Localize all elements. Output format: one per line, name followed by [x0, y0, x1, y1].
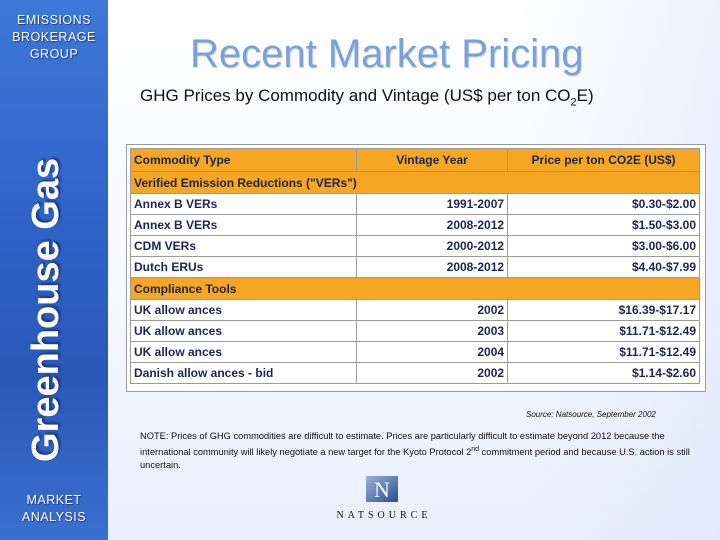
section-label-line: MARKET [26, 493, 82, 507]
section-label-vers: Verified Emission Reductions ("VERs") [130, 171, 700, 194]
table-row: Annex B VERs 2008-2012 $1.50-$3.00 [130, 214, 700, 236]
commodity-cell: UK allow ances [130, 320, 357, 342]
slide-content: Recent Market Pricing GHG Prices by Comm… [108, 0, 720, 540]
price-cell: $0.30-$2.00 [507, 193, 700, 215]
price-cell: $1.50-$3.00 [507, 214, 700, 236]
column-header-commodity: Commodity Type [130, 148, 357, 172]
column-header-vintage: Vintage Year [355, 148, 509, 172]
table-row: Annex B VERs 1991-2007 $0.30-$2.00 [130, 193, 700, 215]
section-label-line: ANALYSIS [21, 510, 87, 524]
table-header-row: Commodity Type Vintage Year Price per to… [130, 148, 700, 172]
sidebar: EMISSIONS BROKERAGE GROUP Greenhouse Gas… [0, 0, 108, 540]
vintage-cell: 1991-2007 [355, 193, 509, 215]
commodity-cell: Danish allow ances - bid [130, 362, 357, 384]
section-label: MARKET ANALYSIS [0, 492, 108, 526]
vintage-cell: 2002 [355, 362, 509, 384]
price-cell: $16.39-$17.17 [507, 299, 700, 321]
commodity-cell: UK allow ances [130, 341, 357, 363]
table-row: Dutch ERUs 2008-2012 $4.40-$7.99 [130, 256, 700, 278]
natsource-logo-icon: N [366, 476, 398, 502]
commodity-cell: Annex B VERs [130, 193, 357, 215]
vintage-cell: 2000-2012 [355, 235, 509, 257]
commodity-cell: Annex B VERs [130, 214, 357, 236]
disclaimer-note: NOTE: Prices of GHG commodities are diff… [140, 430, 700, 472]
section-row-compliance: Compliance Tools [130, 277, 700, 300]
note-text-end: commitment period and because U.S. actio… [140, 447, 690, 471]
price-table-frame: Commodity Type Vintage Year Price per to… [126, 144, 706, 392]
vintage-cell: 2003 [355, 320, 509, 342]
subtitle-text-end: E) [576, 86, 594, 105]
price-cell: $11.71-$12.49 [507, 320, 700, 342]
table-row: Danish allow ances - bid 2002 $1.14-$2.6… [130, 362, 700, 384]
price-cell: $3.00-$6.00 [507, 235, 700, 257]
logo-wordmark: NATSOURCE [336, 510, 432, 521]
subtitle: GHG Prices by Commodity and Vintage (US$… [140, 84, 594, 114]
price-cell: $11.71-$12.49 [507, 341, 700, 363]
section-row-vers: Verified Emission Reductions ("VERs") [130, 171, 700, 194]
svg-text:N: N [374, 477, 390, 502]
page-title: Recent Market Pricing [190, 32, 584, 76]
note-superscript: nd [471, 446, 480, 453]
section-label-compliance: Compliance Tools [130, 277, 700, 300]
brand-line: EMISSIONS [17, 13, 91, 27]
commodity-cell: CDM VERs [130, 235, 357, 257]
vintage-cell: 2008-2012 [355, 256, 509, 278]
price-table: Commodity Type Vintage Year Price per to… [130, 148, 700, 384]
commodity-cell: Dutch ERUs [130, 256, 357, 278]
commodity-cell: UK allow ances [130, 299, 357, 321]
table-row: UK allow ances 2004 $11.71-$12.49 [130, 341, 700, 363]
vertical-title: Greenhouse Gas [22, 158, 67, 463]
vintage-cell: 2004 [355, 341, 509, 363]
source-note: Source: Natsource, September 2002 [526, 410, 656, 419]
vintage-cell: 2008-2012 [355, 214, 509, 236]
subtitle-text: GHG Prices by Commodity and Vintage (US$… [140, 86, 571, 105]
table-row: UK allow ances 2003 $11.71-$12.49 [130, 320, 700, 342]
column-header-price: Price per ton CO2E (US$) [507, 148, 700, 172]
brand-name: EMISSIONS BROKERAGE GROUP [0, 12, 108, 63]
vintage-cell: 2002 [355, 299, 509, 321]
subtitle-subscript: 2 [570, 96, 577, 109]
note-text: NOTE: Prices of GHG commodities are diff… [140, 431, 665, 458]
table-row: UK allow ances 2002 $16.39-$17.17 [130, 299, 700, 321]
brand-line: GROUP [29, 47, 79, 61]
table-row: CDM VERs 2000-2012 $3.00-$6.00 [130, 235, 700, 257]
price-cell: $4.40-$7.99 [507, 256, 700, 278]
brand-line: BROKERAGE [12, 30, 96, 44]
vertical-title-text: Greenhouse Gas [25, 157, 67, 462]
price-cell: $1.14-$2.60 [507, 362, 700, 384]
